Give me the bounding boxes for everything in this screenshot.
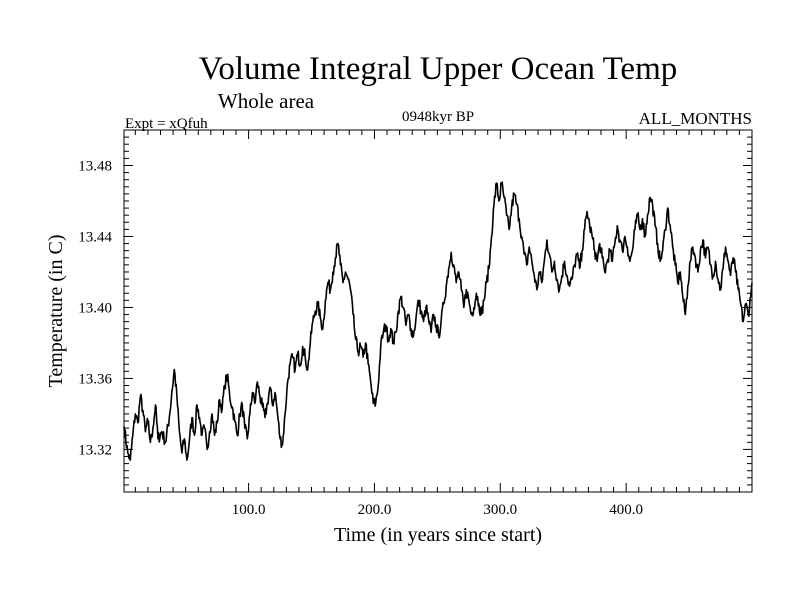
- months-label: ALL_MONTHS: [639, 109, 752, 128]
- y-tick-label: 13.40: [78, 300, 112, 316]
- x-tick-label: 300.0: [483, 502, 517, 518]
- y-axis: 13.32 13.36 13.40 13.44 13.48: [78, 129, 752, 486]
- chart-subtitle: Whole area: [218, 89, 315, 113]
- y-axis-label: Temperature (in C): [45, 235, 67, 388]
- x-tick-label: 400.0: [609, 502, 643, 518]
- x-axis-label: Time (in years since start): [334, 524, 542, 546]
- x-tick-label: 100.0: [232, 502, 266, 518]
- plot-frame: [123, 129, 753, 493]
- y-tick-label: 13.32: [78, 442, 112, 458]
- x-axis: 100.0 200.0 300.0 400.0: [134, 130, 740, 518]
- y-tick-label: 13.44: [78, 229, 112, 245]
- series-line-temperature: [123, 181, 753, 461]
- y-tick-label: 13.48: [78, 158, 112, 174]
- experiment-label: Expt = xQfuh: [125, 116, 208, 132]
- chart-title: Volume Integral Upper Ocean Temp: [199, 51, 677, 87]
- y-tick-label: 13.36: [78, 371, 112, 387]
- period-label: 0948kyr BP: [402, 109, 474, 125]
- x-tick-label: 200.0: [358, 502, 392, 518]
